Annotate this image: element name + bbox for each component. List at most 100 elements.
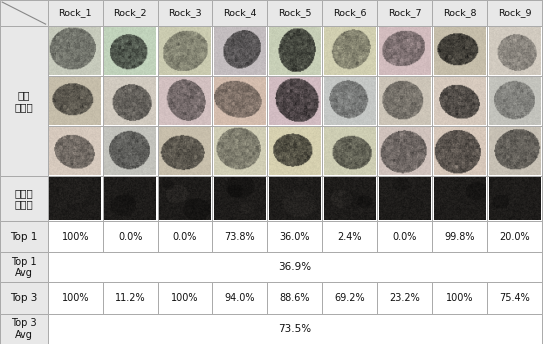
Text: Top 1: Top 1 (10, 232, 37, 241)
Bar (103, 126, 157, 176)
Bar (323, 76, 377, 126)
Text: Rock_8: Rock_8 (443, 9, 476, 18)
Bar (212, 126, 267, 176)
Bar (48, 26, 103, 76)
Text: Rock_7: Rock_7 (388, 9, 421, 18)
Bar (103, 176, 157, 221)
Text: Rock_9: Rock_9 (498, 9, 531, 18)
Bar (432, 76, 487, 126)
Bar (212, 0, 267, 26)
Bar (212, 221, 267, 252)
Bar (487, 76, 542, 126)
Bar (267, 26, 323, 76)
Bar (323, 126, 377, 176)
Text: 2.4%: 2.4% (338, 232, 362, 241)
Text: 20.0%: 20.0% (499, 232, 530, 241)
Text: Rock_3: Rock_3 (168, 9, 202, 18)
Bar (157, 221, 212, 252)
Bar (377, 221, 432, 252)
Bar (267, 76, 323, 126)
Text: 75.4%: 75.4% (499, 293, 530, 303)
Text: 테스트
이미지: 테스트 이미지 (15, 188, 33, 209)
Text: 36.0%: 36.0% (280, 232, 310, 241)
Bar (432, 176, 487, 221)
Bar (48, 282, 103, 314)
Bar (48, 0, 103, 26)
Bar (323, 176, 377, 221)
Text: 23.2%: 23.2% (389, 293, 420, 303)
Bar (323, 26, 377, 76)
Bar (48, 176, 103, 221)
Text: 99.8%: 99.8% (444, 232, 475, 241)
Bar (432, 126, 487, 176)
Bar (377, 126, 432, 176)
Text: 88.6%: 88.6% (280, 293, 310, 303)
Bar (377, 26, 432, 76)
Bar (103, 76, 157, 126)
Bar (48, 314, 542, 344)
Bar (323, 282, 377, 314)
Text: 100%: 100% (61, 293, 89, 303)
Bar (377, 176, 432, 221)
Bar (103, 0, 157, 26)
Bar (487, 26, 542, 76)
Text: Top 3
Avg: Top 3 Avg (11, 318, 37, 340)
Text: Rock_4: Rock_4 (223, 9, 257, 18)
Bar (377, 0, 432, 26)
Text: 36.9%: 36.9% (278, 262, 312, 272)
Bar (432, 26, 487, 76)
Bar (103, 282, 157, 314)
Bar (267, 282, 323, 314)
Bar (377, 76, 432, 126)
Bar (157, 26, 212, 76)
Bar (157, 176, 212, 221)
Text: 94.0%: 94.0% (225, 293, 255, 303)
Bar (103, 26, 157, 76)
Bar (432, 0, 487, 26)
Bar (212, 176, 267, 221)
Text: 11.2%: 11.2% (115, 293, 146, 303)
Text: Top 1
Avg: Top 1 Avg (11, 257, 37, 278)
Bar (212, 26, 267, 76)
Text: Rock_5: Rock_5 (278, 9, 312, 18)
Text: 100%: 100% (446, 293, 473, 303)
Bar (48, 126, 103, 176)
Bar (157, 126, 212, 176)
Bar (267, 0, 323, 26)
Bar (377, 282, 432, 314)
Bar (157, 76, 212, 126)
Text: Rock_2: Rock_2 (113, 9, 147, 18)
Bar (48, 221, 103, 252)
Text: Rock_1: Rock_1 (59, 9, 92, 18)
Bar (487, 221, 542, 252)
Bar (212, 76, 267, 126)
Bar (267, 176, 323, 221)
Text: 73.5%: 73.5% (278, 324, 312, 334)
Bar (432, 221, 487, 252)
Bar (0, 176, 48, 221)
Bar (48, 252, 542, 282)
Text: Top 3: Top 3 (10, 293, 37, 303)
Bar (323, 0, 377, 26)
Bar (323, 221, 377, 252)
Text: 훈련
이미지: 훈련 이미지 (15, 90, 33, 112)
Bar (157, 282, 212, 314)
Bar (487, 0, 542, 26)
Bar (267, 126, 323, 176)
Text: 0.0%: 0.0% (173, 232, 197, 241)
Text: 69.2%: 69.2% (334, 293, 365, 303)
Bar (0, 221, 48, 252)
Bar (0, 0, 48, 26)
Bar (487, 176, 542, 221)
Bar (212, 282, 267, 314)
Bar (432, 282, 487, 314)
Bar (0, 26, 48, 176)
Bar (487, 282, 542, 314)
Text: 0.0%: 0.0% (118, 232, 142, 241)
Bar (157, 0, 212, 26)
Bar (487, 126, 542, 176)
Bar (0, 252, 48, 282)
Text: 100%: 100% (61, 232, 89, 241)
Text: 73.8%: 73.8% (225, 232, 255, 241)
Bar (0, 314, 48, 344)
